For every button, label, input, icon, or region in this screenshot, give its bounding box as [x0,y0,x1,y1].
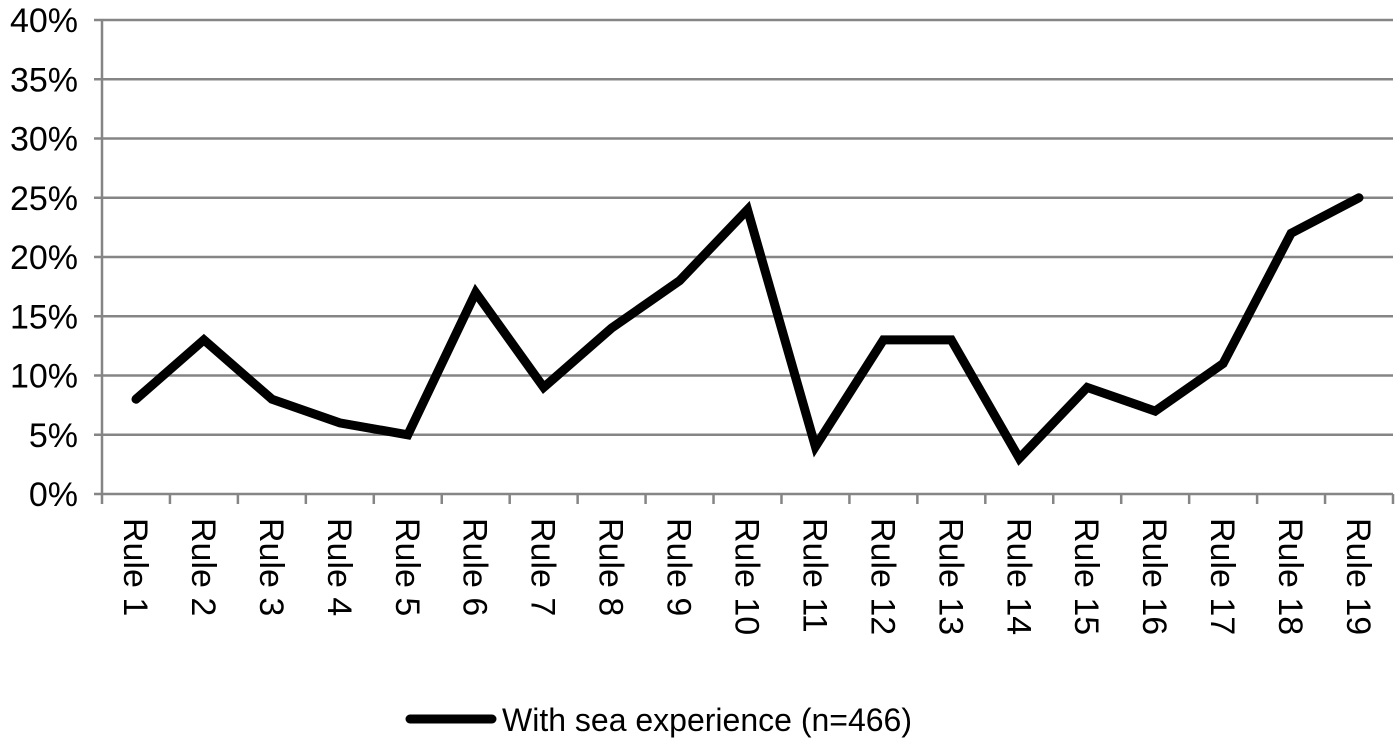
x-tick-label: Rule 10 [728,518,766,635]
x-tick-label: Rule 7 [524,518,562,616]
y-tick-label: 25% [10,180,78,218]
x-axis-tick-labels: Rule 1 Rule 2 Rule 3 Rule 4 Rule 5 Rule 6 Rule… [116,518,1377,635]
x-tick-label: Rule 19 [1339,518,1377,635]
x-tick-label: Rule 14 [999,518,1037,635]
x-tick-label: Rule 1 [116,518,154,616]
y-tick-label: 35% [10,61,78,99]
x-tick-label: Rule 3 [252,518,290,616]
series-lines [131,193,1364,466]
y-tick-label: 5% [29,417,78,455]
y-axis-tick-labels: 0% 5% 10% 15% 20% 25% 30% 35% 40% [10,2,78,514]
x-tick-label: Rule 9 [660,518,698,616]
x-tick-label: Rule 4 [320,518,358,616]
y-tick-label: 40% [10,2,78,40]
x-tick-label: Rule 11 [795,518,833,633]
x-tick-label: Rule 16 [1135,518,1173,635]
legend: With sea experience (n=466) [405,702,912,738]
y-tick-label: 20% [10,239,78,277]
x-tick-label: Rule 18 [1271,518,1309,635]
y-tick-label: 10% [10,358,78,396]
gridlines [102,18,1393,436]
legend-label-series-1: With sea experience (n=466) [502,702,912,738]
x-tick-label: Rule 6 [456,518,494,616]
x-tick-label: Rule 17 [1203,518,1241,635]
x-tick-label: Rule 13 [931,518,969,635]
axes [94,18,1395,504]
y-tick-label: 15% [10,298,78,336]
x-tick-label: Rule 8 [592,518,630,616]
x-tick-label: Rule 5 [388,518,426,616]
x-tick-label: Rule 12 [863,518,901,635]
y-tick-label: 30% [10,121,78,159]
x-tick-label: Rule 15 [1067,518,1105,635]
x-tick-label: Rule 2 [184,518,222,616]
y-tick-label: 0% [29,476,78,514]
series-line-1 [131,193,1364,466]
